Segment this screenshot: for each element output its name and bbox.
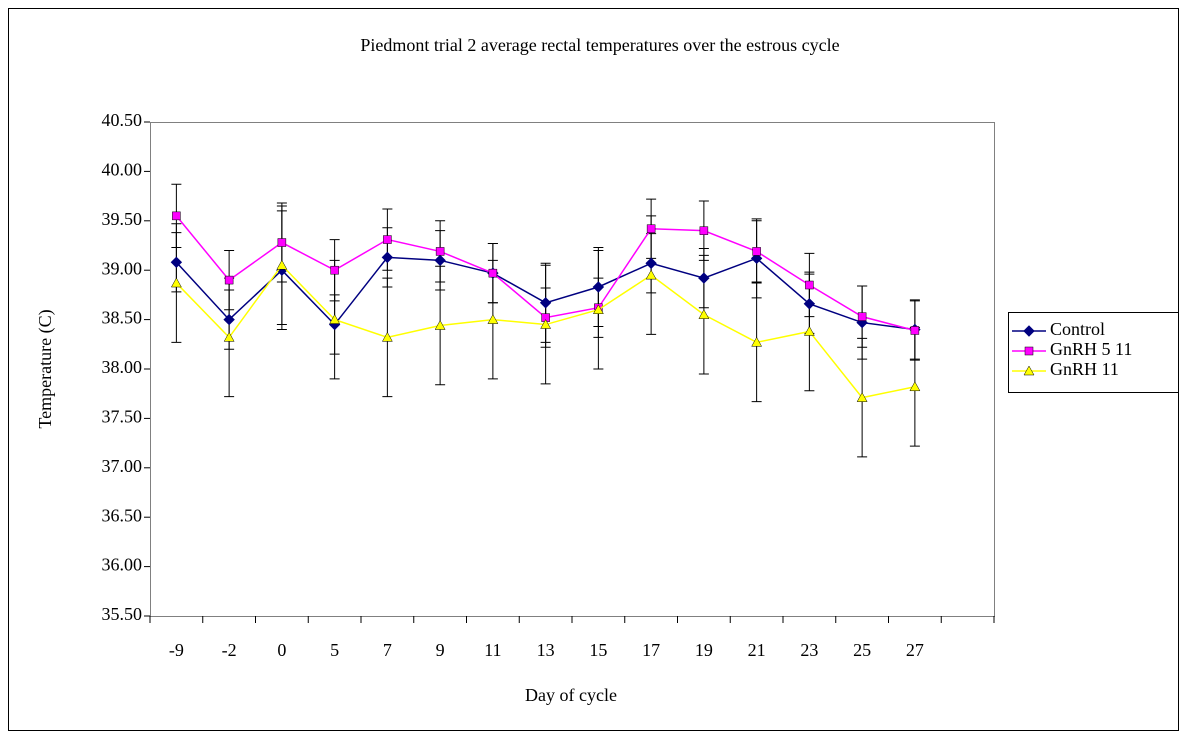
- x-tick-label: 21: [748, 640, 766, 660]
- data-point: [539, 297, 552, 309]
- x-tick-label: -9: [169, 640, 184, 660]
- data-point: [435, 247, 445, 256]
- legend-label: Control: [1050, 319, 1105, 339]
- legend-marker: [1024, 346, 1034, 356]
- data-point: [381, 331, 393, 342]
- legend-marker: [1023, 325, 1035, 337]
- data-point: [434, 254, 446, 267]
- x-tick-label: 17: [642, 640, 660, 660]
- y-tick-label: 37.50: [102, 407, 143, 427]
- x-tick-label: 7: [383, 640, 392, 660]
- y-tick-label: 38.00: [102, 357, 143, 377]
- data-point: [383, 235, 392, 244]
- data-point: [646, 224, 656, 233]
- y-tick-label: 40.50: [102, 110, 143, 130]
- x-tick-label: -2: [222, 640, 237, 660]
- data-point: [909, 381, 921, 392]
- y-axis-title: Temperature (C): [35, 309, 56, 428]
- data-point: [487, 314, 499, 324]
- data-point: [698, 309, 710, 319]
- x-tick-label: 25: [853, 640, 871, 660]
- data-point: [698, 272, 710, 284]
- x-axis-title: Day of cycle: [525, 685, 617, 705]
- legend-marker: [1023, 365, 1035, 376]
- data-point: [752, 247, 761, 256]
- data-point: [857, 312, 867, 321]
- y-tick-label: 39.50: [102, 209, 143, 229]
- data-point: [540, 319, 552, 329]
- x-tick-label: 27: [906, 640, 924, 660]
- legend-label: GnRH 11: [1050, 359, 1119, 379]
- y-tick-label: 36.50: [102, 505, 143, 525]
- legend-label: GnRH 5 11: [1050, 339, 1132, 359]
- data-point: [488, 268, 498, 278]
- data-point: [330, 265, 339, 275]
- x-tick-label: 0: [277, 640, 286, 660]
- data-point: [592, 281, 605, 293]
- y-tick-label: 40.00: [102, 160, 143, 180]
- data-point: [223, 313, 235, 326]
- data-point: [170, 256, 183, 269]
- y-tick-label: 35.50: [102, 604, 143, 624]
- data-point: [172, 211, 181, 221]
- data-point: [434, 320, 446, 330]
- data-point: [645, 257, 657, 269]
- data-point: [224, 275, 234, 285]
- legend-box: [1008, 312, 1179, 393]
- data-point: [803, 325, 815, 336]
- data-point: [277, 238, 287, 247]
- x-tick-label: 9: [436, 640, 445, 660]
- x-tick-label: 23: [800, 640, 818, 660]
- data-point: [223, 331, 235, 342]
- y-tick-label: 39.00: [102, 258, 143, 278]
- data-point: [750, 252, 763, 265]
- chart-title: Piedmont trial 2 average rectal temperat…: [360, 35, 839, 55]
- x-tick-label: 11: [484, 640, 501, 660]
- x-tick-label: 19: [695, 640, 713, 660]
- data-point: [910, 326, 920, 335]
- data-point: [805, 280, 814, 290]
- y-tick-label: 38.50: [102, 308, 143, 328]
- data-point: [645, 269, 657, 280]
- data-point: [751, 336, 763, 347]
- data-point: [592, 304, 604, 314]
- y-tick-label: 36.00: [102, 555, 143, 575]
- data-point: [381, 251, 394, 264]
- y-tick-label: 37.00: [102, 456, 143, 476]
- x-tick-label: 5: [330, 640, 339, 660]
- x-tick-label: 13: [537, 640, 555, 660]
- plot-area: [150, 122, 995, 617]
- data-point: [276, 259, 288, 270]
- data-point: [170, 277, 182, 288]
- data-point: [699, 226, 709, 235]
- data-point: [856, 392, 868, 402]
- data-point: [803, 298, 816, 310]
- x-tick-label: 15: [589, 640, 607, 660]
- data-point: [329, 314, 341, 324]
